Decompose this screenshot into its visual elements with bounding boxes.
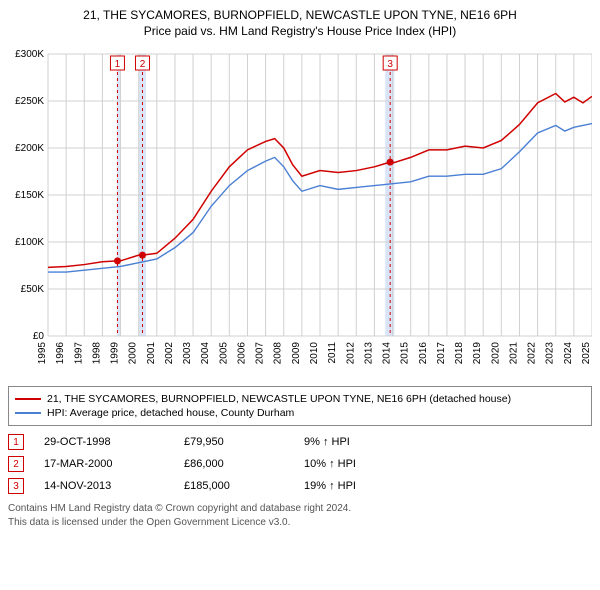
svg-text:£100K: £100K: [15, 237, 44, 248]
event-price: £79,950: [184, 436, 284, 448]
svg-text:2022: 2022: [527, 342, 538, 365]
svg-text:2013: 2013: [363, 342, 374, 365]
svg-text:2000: 2000: [128, 342, 139, 365]
legend-item-property: 21, THE SYCAMORES, BURNOPFIELD, NEWCASTL…: [15, 393, 585, 405]
svg-text:2017: 2017: [436, 342, 447, 365]
svg-text:2019: 2019: [472, 342, 483, 365]
svg-text:2025: 2025: [581, 342, 592, 365]
event-markers-table: 1 29-OCT-1998 £79,950 9% ↑ HPI 2 17-MAR-…: [8, 434, 592, 494]
svg-text:3: 3: [387, 59, 393, 70]
svg-text:£300K: £300K: [15, 49, 44, 60]
svg-text:£50K: £50K: [21, 284, 45, 295]
event-badge: 3: [8, 478, 24, 494]
event-pct: 19% ↑ HPI: [304, 480, 356, 492]
event-badge: 1: [8, 434, 24, 450]
event-row: 2 17-MAR-2000 £86,000 10% ↑ HPI: [8, 456, 592, 472]
chart-area: £0 £50K £100K £150K £200K £250K £300K 1995 1996 1…: [8, 46, 592, 376]
svg-text:2018: 2018: [454, 342, 465, 365]
svg-text:1998: 1998: [91, 342, 102, 365]
svg-text:£200K: £200K: [15, 143, 44, 154]
svg-text:2015: 2015: [400, 342, 411, 365]
svg-text:2: 2: [140, 59, 146, 70]
svg-text:£150K: £150K: [15, 190, 44, 201]
legend-swatch-property: [15, 398, 41, 400]
event-date: 29-OCT-1998: [44, 436, 164, 448]
svg-text:1995: 1995: [37, 342, 48, 365]
svg-text:1999: 1999: [110, 342, 121, 365]
svg-text:1997: 1997: [73, 342, 84, 365]
svg-text:2021: 2021: [508, 342, 519, 365]
svg-text:2024: 2024: [563, 342, 574, 365]
svg-text:2001: 2001: [146, 342, 157, 365]
svg-text:2002: 2002: [164, 342, 175, 365]
event-pct: 9% ↑ HPI: [304, 436, 350, 448]
legend-label-property: 21, THE SYCAMORES, BURNOPFIELD, NEWCASTL…: [47, 393, 511, 405]
svg-text:2010: 2010: [309, 342, 320, 365]
svg-text:2011: 2011: [327, 342, 338, 364]
legend-item-hpi: HPI: Average price, detached house, Coun…: [15, 407, 585, 419]
svg-text:2020: 2020: [490, 342, 501, 365]
svg-text:2005: 2005: [218, 342, 229, 365]
svg-text:£250K: £250K: [15, 96, 44, 107]
line-chart: £0 £50K £100K £150K £200K £250K £300K 1995 1996 1…: [8, 46, 592, 376]
svg-text:2006: 2006: [236, 342, 247, 365]
event-pct: 10% ↑ HPI: [304, 458, 356, 470]
svg-text:2012: 2012: [345, 342, 356, 365]
svg-text:2008: 2008: [273, 342, 284, 365]
svg-text:1: 1: [115, 59, 121, 70]
event-row: 1 29-OCT-1998 £79,950 9% ↑ HPI: [8, 434, 592, 450]
svg-text:2016: 2016: [418, 342, 429, 365]
footnote-line: This data is licensed under the Open Gov…: [8, 516, 592, 530]
event-date: 17-MAR-2000: [44, 458, 164, 470]
svg-text:2003: 2003: [182, 342, 193, 365]
event-badge: 2: [8, 456, 24, 472]
svg-text:2009: 2009: [291, 342, 302, 365]
event-date: 14-NOV-2013: [44, 480, 164, 492]
svg-text:2004: 2004: [200, 342, 211, 365]
footnote-line: Contains HM Land Registry data © Crown c…: [8, 502, 592, 516]
legend: 21, THE SYCAMORES, BURNOPFIELD, NEWCASTL…: [8, 386, 592, 426]
legend-label-hpi: HPI: Average price, detached house, Coun…: [47, 407, 294, 419]
svg-text:£0: £0: [33, 331, 45, 342]
event-price: £86,000: [184, 458, 284, 470]
svg-text:1996: 1996: [55, 342, 66, 365]
footnote: Contains HM Land Registry data © Crown c…: [8, 502, 592, 529]
chart-subtitle: Price paid vs. HM Land Registry's House …: [8, 24, 592, 38]
chart-title: 21, THE SYCAMORES, BURNOPFIELD, NEWCASTL…: [8, 8, 592, 22]
svg-text:2007: 2007: [255, 342, 266, 365]
svg-text:2023: 2023: [545, 342, 556, 365]
svg-text:2014: 2014: [382, 342, 393, 365]
event-row: 3 14-NOV-2013 £185,000 19% ↑ HPI: [8, 478, 592, 494]
event-price: £185,000: [184, 480, 284, 492]
legend-swatch-hpi: [15, 412, 41, 414]
